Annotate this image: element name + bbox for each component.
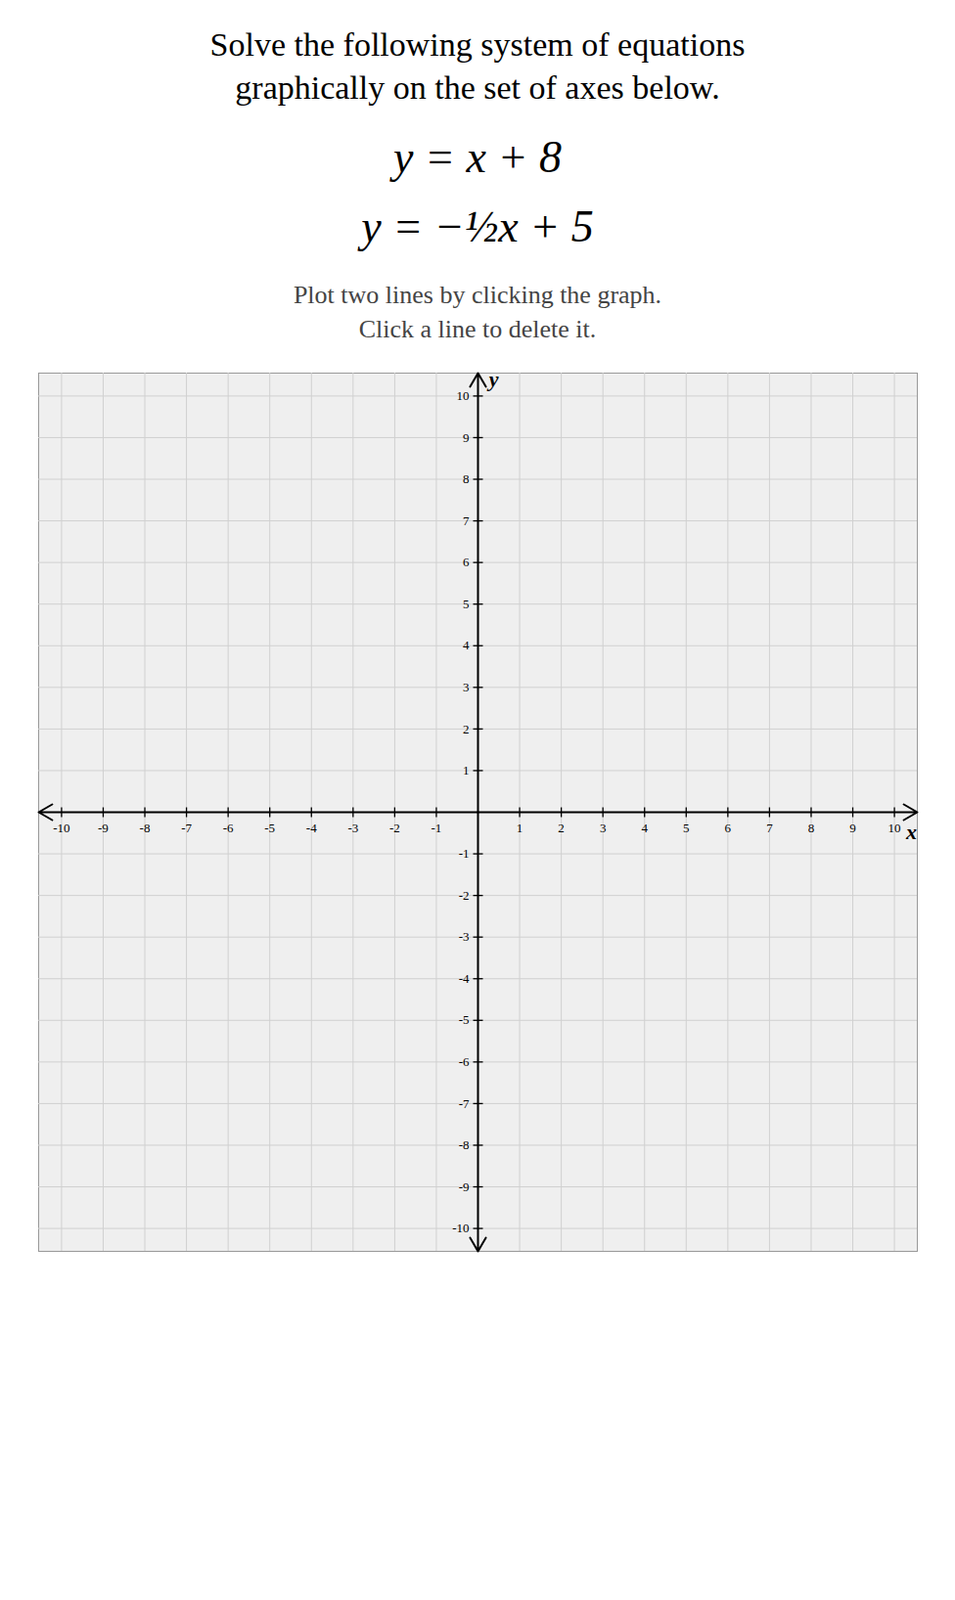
svg-text:9: 9 (849, 819, 857, 835)
svg-text:y: y (486, 365, 500, 391)
svg-text:8: 8 (462, 471, 470, 487)
svg-text:-4: -4 (458, 970, 470, 986)
svg-text:7: 7 (766, 819, 774, 835)
svg-text:-2: -2 (458, 887, 470, 903)
svg-text:3: 3 (599, 819, 607, 835)
html-text:y = −½x + 5: y = −½x + 5 (361, 201, 594, 252)
svg-text:-3: -3 (458, 929, 470, 945)
svg-text:2: 2 (462, 721, 470, 736)
svg-text:4: 4 (462, 637, 470, 653)
svg-text:-6: -6 (458, 1054, 470, 1070)
svg-text:-8: -8 (139, 819, 151, 835)
svg-text:-2: -2 (389, 819, 401, 835)
svg-text:-9: -9 (97, 819, 109, 835)
svg-text:-10: -10 (452, 1221, 469, 1236)
svg-text:5: 5 (462, 595, 470, 611)
svg-text:-7: -7 (458, 1095, 470, 1111)
svg-text:5: 5 (682, 819, 690, 835)
svg-text:7: 7 (462, 512, 470, 528)
svg-text:-4: -4 (306, 819, 318, 835)
html-text:Plot two lines by clicking the: Plot two lines by clicking the graph. (293, 281, 662, 310)
svg-text:-3: -3 (347, 819, 359, 835)
svg-text:-5: -5 (264, 819, 275, 835)
svg-text:x: x (905, 818, 917, 844)
svg-text:-5: -5 (458, 1012, 470, 1028)
svg-text:6: 6 (725, 819, 732, 835)
svg-text:-7: -7 (181, 819, 192, 835)
svg-text:4: 4 (640, 819, 648, 835)
svg-text:-10: -10 (52, 819, 70, 835)
svg-text:9: 9 (462, 429, 470, 445)
svg-text:-6: -6 (223, 819, 234, 835)
svg-text:10: 10 (456, 388, 470, 404)
html-text:Click a line to delete it.: Click a line to delete it. (358, 315, 597, 344)
svg-text:3: 3 (462, 680, 470, 695)
svg-text:1: 1 (462, 763, 470, 778)
svg-text:1: 1 (516, 819, 524, 835)
svg-text:-8: -8 (458, 1137, 470, 1153)
svg-text:-9: -9 (458, 1179, 470, 1194)
svg-text:8: 8 (808, 819, 816, 835)
svg-text:6: 6 (462, 554, 470, 570)
html-text:y = x + 8: y = x + 8 (393, 132, 562, 183)
svg-text:2: 2 (557, 819, 565, 835)
svg-text:10: 10 (888, 819, 902, 835)
svg-text:-1: -1 (431, 819, 443, 835)
html-text:Solve the following system of: Solve the following system of equations … (209, 26, 746, 106)
svg-text:-1: -1 (458, 846, 470, 862)
